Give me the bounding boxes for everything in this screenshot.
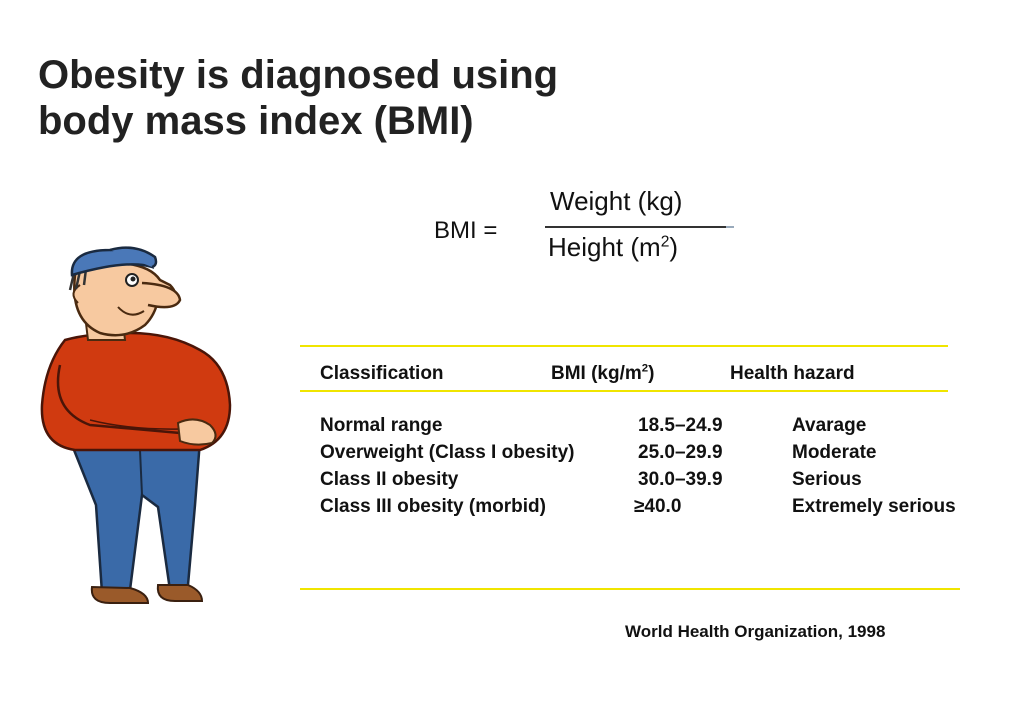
header-bmi-exponent: 2 bbox=[641, 362, 649, 375]
denominator-close: ) bbox=[669, 232, 679, 262]
header-bmi-text: BMI (kg/m bbox=[551, 363, 642, 384]
header-classification: Classification bbox=[320, 363, 444, 384]
fraction-bar bbox=[545, 226, 734, 228]
table-rule-bottom bbox=[300, 588, 960, 590]
row-4-classification: Class III obesity (morbid) bbox=[320, 496, 546, 517]
cartoon-man-illustration bbox=[40, 246, 232, 604]
slide-title: Obesity is diagnosed using body mass ind… bbox=[38, 52, 558, 144]
row-3-bmi: 30.0–39.9 bbox=[638, 469, 723, 490]
right-shoe-icon bbox=[156, 584, 204, 602]
nose-icon bbox=[141, 281, 182, 309]
row-2-hazard: Moderate bbox=[792, 442, 877, 463]
formula-denominator: Height (m2) bbox=[548, 232, 678, 263]
denominator-text: Height (m bbox=[548, 232, 661, 262]
title-line-2: body mass index (BMI) bbox=[38, 99, 474, 143]
row-4-hazard: Extremely serious bbox=[792, 496, 956, 517]
source-citation: World Health Organization, 1998 bbox=[625, 622, 886, 641]
table-rule-header bbox=[300, 390, 948, 392]
header-bmi: BMI (kg/m2) bbox=[551, 363, 654, 385]
row-1-classification: Normal range bbox=[320, 415, 443, 436]
row-1-hazard: Avarage bbox=[792, 415, 867, 436]
row-4-bmi: ≥40.0 bbox=[634, 496, 682, 517]
denominator-exponent: 2 bbox=[660, 233, 670, 251]
hand-icon bbox=[176, 418, 217, 446]
row-1-bmi: 18.5–24.9 bbox=[638, 415, 723, 436]
header-health-hazard: Health hazard bbox=[730, 363, 855, 384]
formula-lhs: BMI = bbox=[434, 217, 498, 244]
table-rule-top bbox=[300, 345, 948, 347]
row-3-classification: Class II obesity bbox=[320, 469, 459, 490]
title-line-1: Obesity is diagnosed using bbox=[38, 53, 559, 97]
formula-numerator: Weight (kg) bbox=[550, 186, 683, 216]
pants-icon bbox=[68, 438, 202, 595]
header-bmi-close: ) bbox=[648, 363, 655, 384]
row-3-hazard: Serious bbox=[792, 469, 862, 490]
row-2-bmi: 25.0–29.9 bbox=[638, 442, 723, 463]
row-2-classification: Overweight (Class I obesity) bbox=[320, 442, 575, 463]
left-shoe-icon bbox=[90, 585, 150, 604]
